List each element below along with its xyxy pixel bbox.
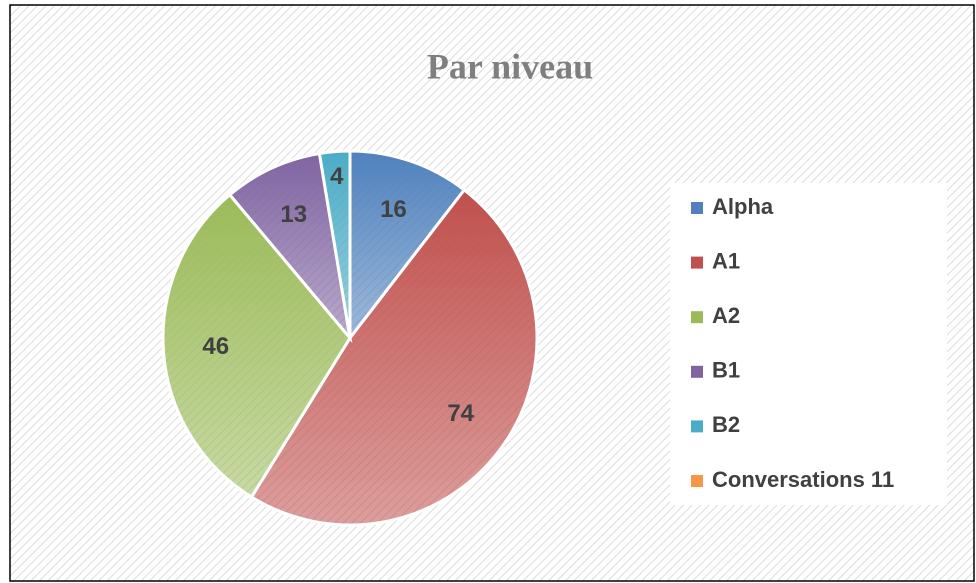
legend-label: Alpha [712, 194, 774, 219]
data-label: 13 [280, 201, 307, 228]
pie-slice [227, 151, 353, 344]
data-label: 4 [330, 163, 344, 190]
legend-label: A1 [712, 248, 740, 273]
data-label: 46 [202, 333, 229, 360]
pie-slice [317, 149, 352, 339]
data-label: 74 [447, 400, 474, 427]
chart-title: Par niveau [427, 46, 593, 86]
pie-slice [348, 149, 467, 343]
legend-marker [691, 311, 703, 324]
legend-label: Conversations 11 [712, 467, 894, 492]
legend-marker [691, 475, 703, 487]
pie-slice [161, 192, 352, 500]
legend-marker [691, 365, 703, 378]
pie-slice [249, 187, 539, 527]
legend-label: A2 [712, 303, 740, 328]
legend-label: B2 [712, 412, 740, 437]
legend-marker [691, 420, 703, 433]
legend-marker [691, 202, 703, 214]
legend-label: B1 [712, 358, 740, 383]
legend-marker [691, 256, 703, 269]
legend-box [670, 183, 947, 505]
data-label: 16 [380, 196, 407, 223]
